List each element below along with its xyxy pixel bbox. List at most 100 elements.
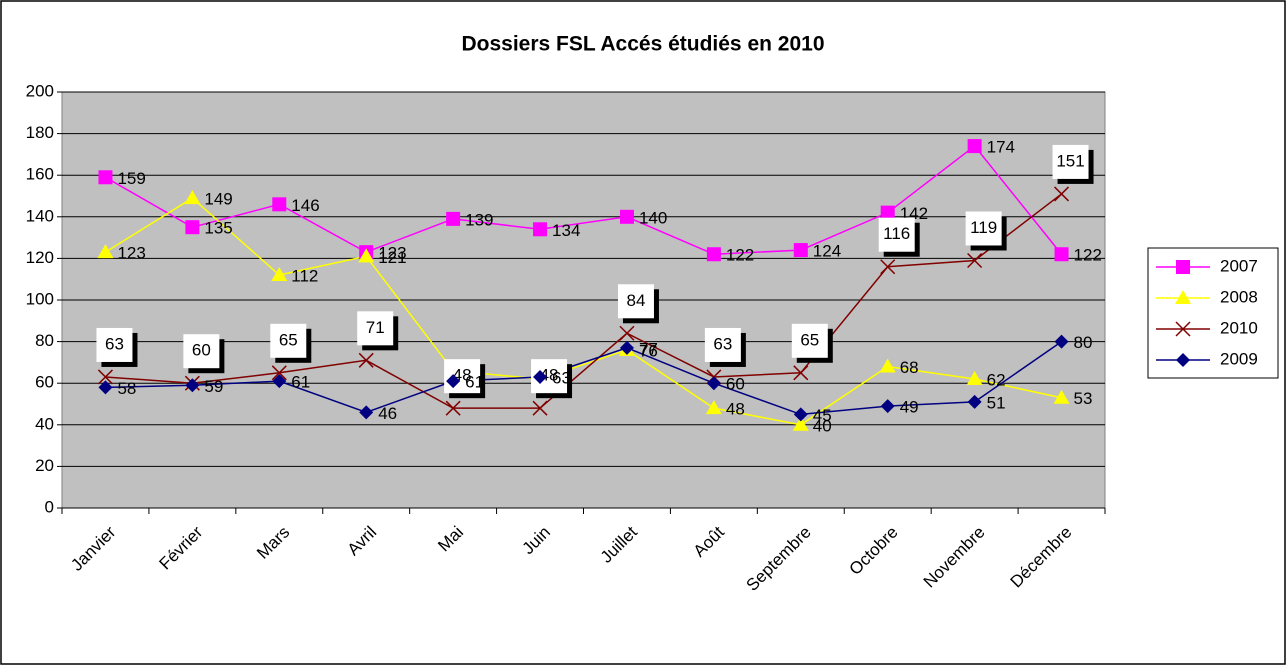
label-box bbox=[183, 334, 220, 369]
marker bbox=[271, 365, 287, 381]
marker bbox=[445, 400, 461, 416]
marker bbox=[793, 243, 808, 258]
data-label: 122 bbox=[1074, 246, 1102, 265]
marker bbox=[880, 399, 895, 414]
marker bbox=[271, 267, 288, 282]
marker bbox=[1176, 260, 1190, 274]
data-label: 61 bbox=[465, 373, 484, 392]
legend-label: 2007 bbox=[1220, 256, 1258, 275]
marker bbox=[706, 247, 721, 262]
marker bbox=[446, 211, 461, 226]
label-box bbox=[1052, 144, 1089, 179]
data-label: 174 bbox=[987, 138, 1015, 157]
legend-label: 2009 bbox=[1220, 349, 1258, 368]
data-label: 116 bbox=[883, 224, 910, 243]
data-label: 146 bbox=[291, 196, 319, 215]
series-line bbox=[105, 197, 1062, 426]
data-label: 58 bbox=[117, 379, 136, 398]
marker bbox=[1176, 353, 1190, 367]
data-label: 123 bbox=[378, 244, 406, 263]
y-tick-label: 40 bbox=[35, 414, 54, 433]
marker bbox=[967, 394, 982, 409]
marker bbox=[358, 352, 374, 368]
marker bbox=[1053, 389, 1070, 404]
legend-box bbox=[1147, 247, 1279, 379]
label-box bbox=[270, 323, 307, 358]
marker bbox=[97, 244, 114, 259]
marker bbox=[1175, 290, 1191, 304]
data-label: 68 bbox=[900, 358, 919, 377]
marker bbox=[705, 400, 722, 415]
data-label: 46 bbox=[378, 404, 397, 423]
data-label: 53 bbox=[1074, 389, 1093, 408]
label-box bbox=[878, 217, 915, 252]
y-tick-label: 200 bbox=[26, 81, 54, 100]
data-label: 124 bbox=[813, 242, 841, 261]
data-label: 40 bbox=[813, 416, 832, 435]
legend-label: 2010 bbox=[1220, 318, 1258, 337]
marker bbox=[1054, 186, 1070, 202]
marker bbox=[533, 222, 548, 237]
y-tick-label: 60 bbox=[35, 373, 54, 392]
series-line bbox=[105, 193, 1062, 409]
marker bbox=[793, 365, 809, 381]
marker bbox=[98, 170, 113, 185]
marker bbox=[1054, 334, 1069, 349]
marker bbox=[792, 416, 809, 431]
data-label: 65 bbox=[279, 330, 298, 349]
data-label: 48 bbox=[726, 400, 745, 419]
data-label: 112 bbox=[291, 267, 318, 286]
label-box bbox=[704, 327, 741, 362]
marker bbox=[880, 259, 896, 275]
marker bbox=[879, 358, 896, 373]
marker bbox=[966, 371, 983, 386]
data-label: 134 bbox=[552, 221, 580, 240]
data-label: 139 bbox=[465, 210, 493, 229]
label-box bbox=[965, 211, 1002, 246]
marker bbox=[446, 374, 461, 389]
data-label: 140 bbox=[639, 208, 667, 227]
data-label: 149 bbox=[204, 190, 232, 209]
y-tick-label: 120 bbox=[26, 248, 54, 267]
data-label: 48 bbox=[540, 366, 559, 385]
legend-label: 2008 bbox=[1220, 287, 1258, 306]
marker bbox=[619, 340, 634, 355]
marker bbox=[1175, 321, 1191, 337]
marker bbox=[967, 139, 982, 154]
data-label: 151 bbox=[1056, 151, 1084, 170]
data-label: 60 bbox=[192, 341, 211, 360]
label-box bbox=[617, 284, 654, 319]
data-label: 122 bbox=[726, 246, 754, 265]
y-tick-label: 80 bbox=[35, 331, 54, 350]
data-label: 77 bbox=[639, 339, 658, 358]
data-label: 159 bbox=[117, 169, 145, 188]
data-label: 62 bbox=[987, 371, 1006, 390]
data-label: 51 bbox=[987, 393, 1006, 412]
marker bbox=[185, 220, 200, 235]
data-label: 76 bbox=[639, 341, 658, 360]
data-label: 119 bbox=[970, 218, 997, 237]
series-line bbox=[105, 340, 1062, 416]
series-line bbox=[105, 145, 1063, 255]
data-label: 84 bbox=[626, 291, 645, 310]
data-label: 135 bbox=[204, 219, 232, 238]
marker bbox=[619, 209, 634, 224]
marker bbox=[619, 325, 635, 341]
label-box bbox=[444, 359, 481, 394]
y-tick-label: 100 bbox=[26, 289, 54, 308]
data-label: 121 bbox=[378, 248, 406, 267]
marker bbox=[1054, 247, 1069, 262]
data-label: 71 bbox=[366, 318, 385, 337]
marker bbox=[706, 376, 721, 391]
chart-title: Dossiers FSL Accés étudiés en 2010 bbox=[461, 33, 824, 56]
data-label: 59 bbox=[204, 377, 223, 396]
marker bbox=[793, 407, 808, 422]
label-box bbox=[357, 311, 394, 346]
data-label: 60 bbox=[726, 375, 745, 394]
marker bbox=[272, 374, 287, 389]
data-label: 45 bbox=[813, 406, 832, 425]
data-label: 63 bbox=[552, 368, 571, 387]
marker bbox=[358, 248, 375, 263]
marker bbox=[272, 197, 287, 212]
